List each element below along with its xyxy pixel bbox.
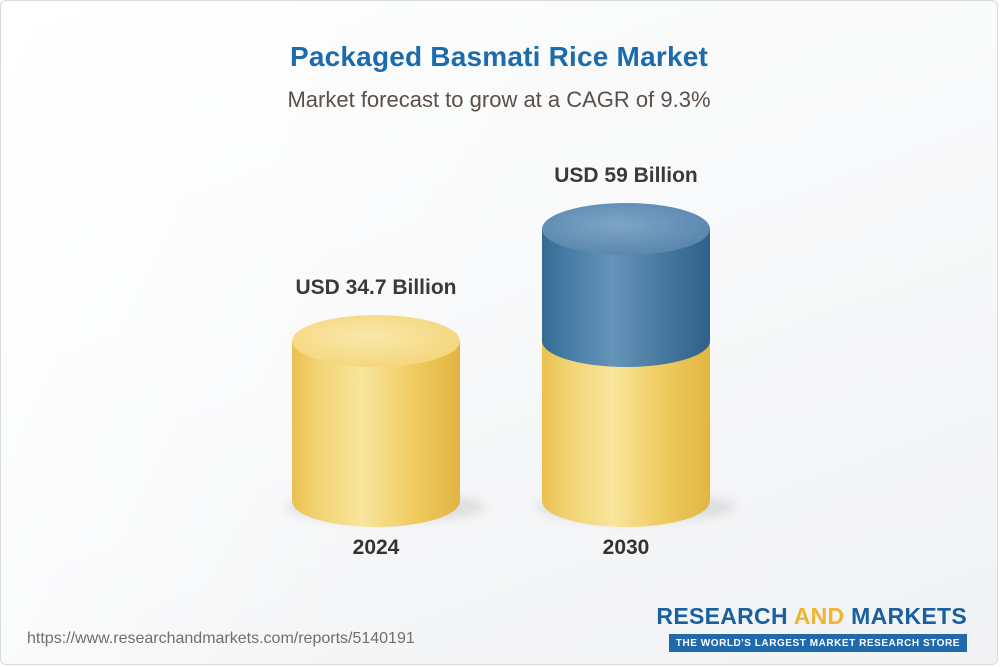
page-title: Packaged Basmati Rice Market <box>289 41 709 72</box>
logo-word-markets: MARKETS <box>851 603 967 629</box>
bar-value-label: USD 34.7 Billion <box>295 276 457 300</box>
logo-wordmark: RESEARCH AND MARKETS <box>656 603 967 630</box>
bar-category-label: 2030 <box>602 536 650 559</box>
bar-category-label: 2024 <box>352 536 400 559</box>
page-subtitle: Market forecast to grow at a CAGR of 9.3… <box>287 87 711 112</box>
logo-word-and: AND <box>793 603 845 629</box>
logo-word-research: RESEARCH <box>656 603 788 629</box>
report-url-link[interactable]: https://www.researchandmarkets.com/repor… <box>27 630 415 647</box>
logo-tagline: THE WORLD'S LARGEST MARKET RESEARCH STOR… <box>668 634 967 652</box>
research-and-markets-logo: RESEARCH AND MARKETS THE WORLD'S LARGEST… <box>656 603 967 652</box>
bar-value-label: USD 59 Billion <box>554 164 698 187</box>
